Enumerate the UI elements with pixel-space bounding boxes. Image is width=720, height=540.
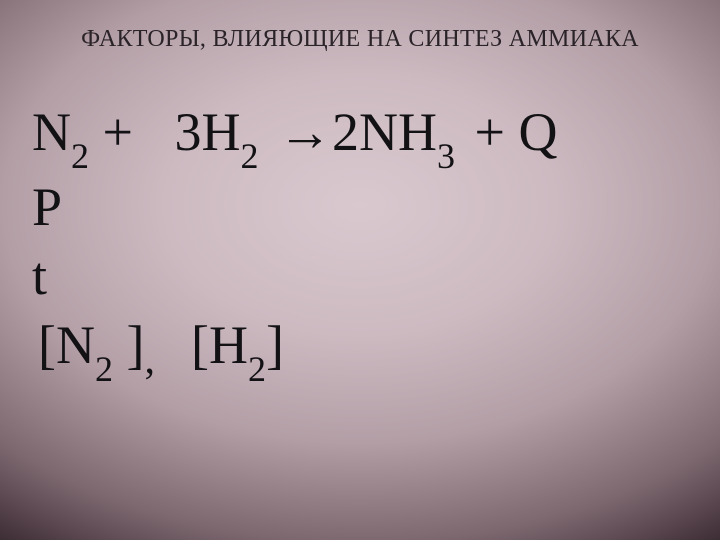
term-3h2-sub: 2 <box>240 136 258 176</box>
equation-line: N2 + 3H2 →2NH3 + Q <box>32 98 688 173</box>
comma: , <box>144 337 155 383</box>
bracket-open-1: [ <box>38 315 56 375</box>
term-2nh3-sub: 3 <box>437 136 455 176</box>
term-3h2-coef: 3 <box>174 102 201 162</box>
slide: ФАКТОРЫ, ВЛИЯЮЩИЕ НА СИНТЕЗ АММИАКА N2 +… <box>0 0 720 540</box>
term-n2-base: N <box>32 102 71 162</box>
term-2nh3-base: NH <box>359 102 437 162</box>
line-concentrations: [N2 ],[H2] <box>32 311 688 386</box>
conc-n2-sub: 2 <box>95 349 113 389</box>
term-2nh3-coef: 2 <box>332 102 359 162</box>
term-n2-sub: 2 <box>71 136 89 176</box>
slide-title: ФАКТОРЫ, ВЛИЯЮЩИЕ НА СИНТЕЗ АММИАКА <box>0 26 720 53</box>
slide-body: N2 + 3H2 →2NH3 + Q P t [N2 ],[H2] <box>32 98 688 386</box>
line-p: P <box>32 173 688 242</box>
bracket-close-1: ] <box>113 315 144 375</box>
arrow-icon: → <box>278 98 332 167</box>
bracket-open-2: [ <box>191 315 209 375</box>
op-plus-1: + <box>103 102 133 162</box>
term-q: Q <box>518 102 557 162</box>
term-3h2-base: H <box>201 102 240 162</box>
bracket-close-2: ] <box>266 315 284 375</box>
conc-h2-sub: 2 <box>248 349 266 389</box>
line-t: t <box>32 242 688 311</box>
conc-n2-base: N <box>56 315 95 375</box>
conc-h2-base: H <box>209 315 248 375</box>
op-plus-2: + <box>474 102 504 162</box>
